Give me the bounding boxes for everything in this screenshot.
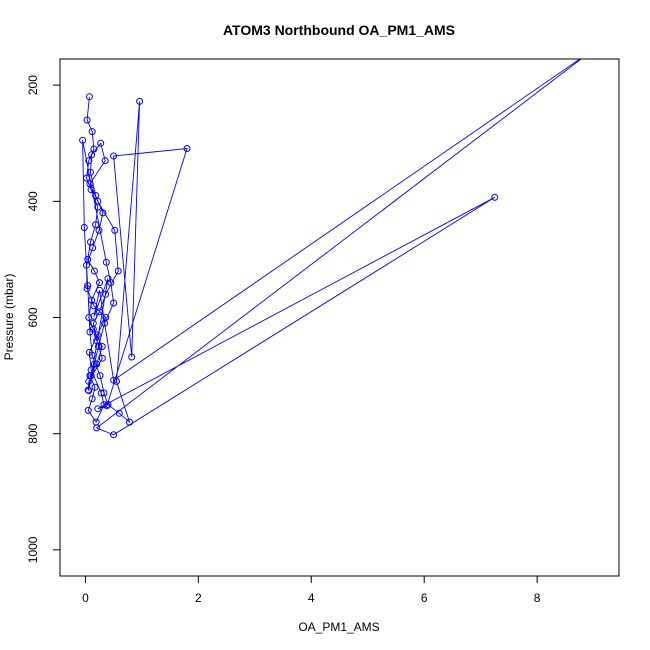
data-point	[90, 360, 98, 368]
y-tick-label: 200	[26, 75, 40, 95]
data-point	[128, 353, 136, 361]
data-point	[94, 343, 102, 350]
data-point	[99, 209, 107, 217]
data-point	[88, 296, 96, 304]
data-point	[97, 389, 105, 397]
data-point	[100, 389, 108, 397]
data-point	[87, 372, 95, 380]
data-point	[89, 244, 97, 252]
data-point	[590, 47, 596, 53]
data-point	[85, 387, 93, 395]
data-point	[96, 308, 103, 316]
data-point	[83, 261, 90, 269]
data-point	[90, 312, 98, 320]
plot-frame	[59, 58, 620, 577]
data-point	[84, 386, 92, 394]
data-point	[115, 409, 123, 417]
data-point	[84, 406, 92, 414]
data-point	[96, 286, 103, 294]
data-point	[102, 290, 110, 298]
data-point	[93, 360, 101, 368]
data-point	[94, 197, 102, 205]
data-point	[87, 238, 94, 246]
data-point	[83, 285, 91, 292]
data-point	[104, 275, 112, 283]
data-point	[104, 401, 112, 409]
data-point	[85, 157, 93, 165]
data-point	[101, 319, 109, 327]
data-point	[110, 376, 118, 384]
data-point	[90, 145, 98, 153]
data-point	[87, 168, 94, 176]
data-point	[80, 224, 88, 231]
data-point	[93, 424, 101, 432]
data-point	[90, 267, 98, 275]
data-point	[88, 128, 96, 136]
data-point	[88, 351, 96, 359]
data-point	[114, 267, 122, 275]
data-point	[126, 418, 133, 426]
data-point	[491, 193, 499, 201]
x-tick-label: 8	[534, 591, 541, 605]
y-axis-label: Pressure (mbar)	[2, 274, 16, 361]
x-axis: 0 2 4 6 8	[82, 575, 541, 605]
data-point	[90, 302, 98, 310]
data-point	[94, 405, 102, 413]
data-point	[88, 395, 96, 403]
chart-title: ATOM3 Northbound OA_PM1_AMS	[223, 22, 455, 38]
data-point	[91, 383, 99, 391]
data-point	[92, 221, 100, 229]
data-point	[84, 282, 92, 290]
data-point	[79, 136, 87, 144]
y-axis: 200 400 600 800 1000	[26, 75, 61, 563]
x-axis-label: OA_PM1_AMS	[298, 620, 379, 634]
y-tick-label: 800	[26, 423, 40, 443]
data-point	[88, 151, 96, 159]
data-point	[96, 279, 103, 287]
data-point	[98, 354, 106, 362]
data-point	[110, 431, 118, 439]
data-point	[96, 372, 104, 380]
y-tick-label: 400	[26, 191, 40, 211]
data-point	[98, 343, 106, 350]
y-tick-label: 1000	[26, 536, 40, 563]
data-point	[103, 402, 111, 410]
data-point	[101, 157, 109, 165]
data-point	[86, 180, 94, 188]
x-tick-label: 4	[308, 591, 315, 605]
data-point	[86, 328, 94, 336]
data-point	[83, 174, 90, 182]
data-point	[110, 299, 118, 307]
data-point	[102, 258, 110, 266]
x-tick-label: 6	[421, 591, 428, 605]
data-point	[83, 116, 91, 124]
data-point	[136, 97, 144, 105]
x-tick-label: 2	[195, 591, 202, 605]
data-point	[110, 152, 118, 160]
data-point	[89, 319, 97, 327]
series-layer	[79, 47, 596, 439]
data-point	[97, 139, 105, 147]
series-line	[82, 59, 582, 436]
data-point	[111, 226, 119, 234]
data-point	[95, 226, 103, 234]
x-tick-label: 0	[82, 591, 89, 605]
data-point	[183, 145, 191, 152]
data-point	[92, 192, 100, 199]
data-point	[85, 377, 93, 385]
y-tick-label: 600	[26, 307, 40, 327]
data-point	[85, 314, 93, 321]
data-point	[85, 93, 93, 101]
